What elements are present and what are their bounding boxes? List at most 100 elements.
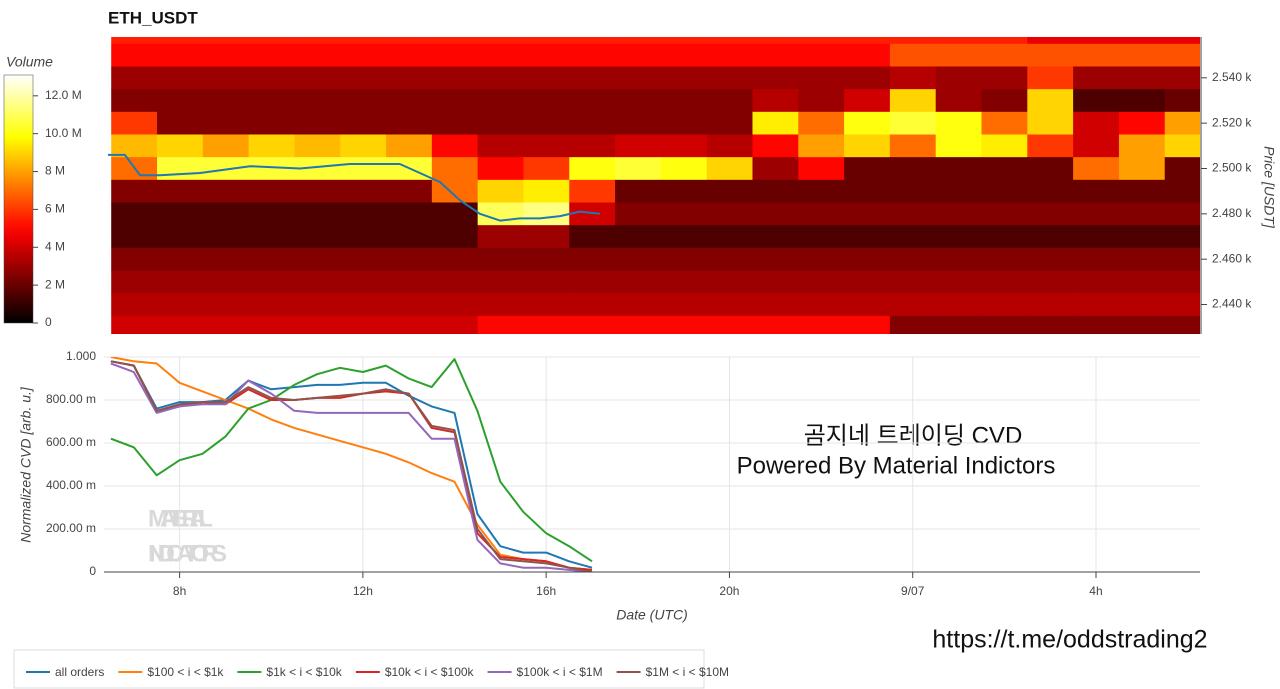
heatmap-cell xyxy=(1164,202,1200,226)
heatmap-cell xyxy=(706,37,753,45)
heatmap-cell xyxy=(111,225,158,249)
heatmap-cell xyxy=(1073,179,1120,204)
heatmap-cell xyxy=(752,157,799,181)
heatmap-cell xyxy=(1027,37,1074,45)
heatmap-cell xyxy=(340,111,387,135)
heatmap-cell xyxy=(294,43,341,67)
heatmap-cell xyxy=(569,43,616,67)
heatmap-cell xyxy=(340,202,387,226)
y-tick-label: 2.540 k xyxy=(1212,70,1252,84)
heatmap-cell xyxy=(935,202,983,226)
heatmap-cell xyxy=(935,43,983,67)
heatmap-cell xyxy=(660,225,708,249)
heatmap-cell xyxy=(1073,247,1120,272)
heatmap-cell xyxy=(523,89,570,113)
heatmap-cell xyxy=(477,37,524,45)
heatmap-cell xyxy=(386,134,433,158)
colorbar-tick-label: 6 M xyxy=(45,202,65,216)
heatmap-cell xyxy=(1027,43,1074,67)
heatmap-cell xyxy=(844,66,891,90)
heatmap-cell xyxy=(157,89,204,113)
colorbar-tick-label: 8 M xyxy=(45,164,65,178)
heatmap-cell xyxy=(386,66,433,90)
watermark: INDICATORS xyxy=(148,540,227,567)
heatmap-cell xyxy=(248,202,295,226)
heatmap-cell xyxy=(477,293,524,317)
heatmap-cell xyxy=(523,111,570,135)
heatmap-cell xyxy=(294,293,341,317)
heatmap-cell xyxy=(935,179,983,204)
heatmap-cell xyxy=(157,157,204,181)
heatmap-cell xyxy=(294,37,341,45)
heatmap-cell xyxy=(294,247,341,272)
heatmap-cell xyxy=(477,89,524,113)
heatmap-cell xyxy=(431,270,479,294)
heatmap-cell xyxy=(111,270,158,294)
x-tick-label: 8h xyxy=(173,584,186,598)
heatmap-cell xyxy=(752,247,799,272)
legend-label: $1M < i < $10M xyxy=(646,665,729,679)
heatmap-cell xyxy=(660,37,708,45)
heatmap-cell xyxy=(1073,270,1120,294)
heatmap-cell xyxy=(935,293,983,317)
heatmap-cell xyxy=(477,202,524,226)
heatmap-cell xyxy=(706,134,753,158)
heatmap-cell xyxy=(111,111,158,135)
heatmap-cell xyxy=(752,225,799,249)
link-text: https://t.me/oddstrading2 xyxy=(932,626,1207,654)
heatmap-cell xyxy=(1164,111,1200,135)
heatmap-cell xyxy=(523,179,570,204)
heatmap xyxy=(108,37,1200,334)
heatmap-cell xyxy=(340,157,387,181)
legend-label: $10k < i < $100k xyxy=(385,665,475,679)
heatmap-cell xyxy=(752,66,799,90)
heatmap-cell xyxy=(157,37,204,45)
heatmap-cell xyxy=(477,270,524,294)
heatmap-cell xyxy=(981,247,1028,272)
heatmap-cell xyxy=(798,225,845,249)
heatmap-cell xyxy=(386,270,433,294)
heatmap-cell xyxy=(523,247,570,272)
heatmap-cell xyxy=(752,37,799,45)
heatmap-cell xyxy=(1073,37,1120,45)
heatmap-cell xyxy=(431,202,479,226)
heatmap-cell xyxy=(1118,43,1166,67)
heatmap-cell xyxy=(981,66,1028,90)
heatmap-cell xyxy=(1118,66,1166,90)
heatmap-cell xyxy=(981,37,1028,45)
heatmap-cell xyxy=(248,157,295,181)
heatmap-cell xyxy=(1073,157,1120,181)
heatmap-cell xyxy=(706,247,753,272)
heatmap-cell xyxy=(1164,157,1200,181)
heatmap-cell xyxy=(844,179,891,204)
heatmap-cell xyxy=(386,179,433,204)
heatmap-cell xyxy=(615,270,662,294)
heatmap-cell xyxy=(569,315,616,334)
data-line xyxy=(108,153,601,222)
heatmap-cell xyxy=(981,111,1028,135)
heatmap-cell xyxy=(660,315,708,334)
heatmap-cell xyxy=(1118,315,1166,334)
heatmap-cell xyxy=(889,37,937,45)
heatmap-cell xyxy=(615,134,662,158)
heatmap-cell xyxy=(477,247,524,272)
heatmap-cell xyxy=(1118,111,1166,135)
heatmap-cell xyxy=(615,293,662,317)
heatmap-cell xyxy=(248,66,295,90)
heatmap-cell xyxy=(798,247,845,272)
y-tick-label: 1.000 xyxy=(66,349,96,363)
heatmap-cell xyxy=(1164,43,1200,67)
heatmap-cell xyxy=(111,293,158,317)
y-tick-label: 2.500 k xyxy=(1212,161,1252,175)
heatmap-cell xyxy=(523,315,570,334)
heatmap-cell xyxy=(157,225,204,249)
heatmap-cell xyxy=(294,225,341,249)
heatmap-cell xyxy=(706,270,753,294)
heatmap-cell xyxy=(660,66,708,90)
heatmap-cell xyxy=(157,293,204,317)
heatmap-cell xyxy=(615,37,662,45)
heatmap-cell xyxy=(660,247,708,272)
heatmap-cell xyxy=(844,202,891,226)
heatmap-cell xyxy=(111,315,158,334)
heatmap-cell xyxy=(1073,293,1120,317)
